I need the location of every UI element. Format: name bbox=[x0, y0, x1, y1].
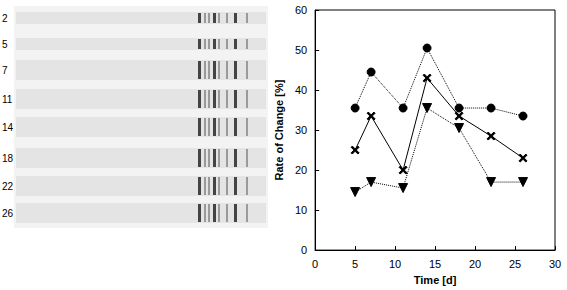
svg-text:Rate of Change [%]: Rate of Change [%] bbox=[273, 79, 285, 180]
svg-text:5: 5 bbox=[2, 39, 8, 50]
svg-text:20: 20 bbox=[469, 258, 481, 270]
svg-text:22: 22 bbox=[2, 181, 14, 192]
svg-text:14: 14 bbox=[2, 122, 14, 133]
svg-text:5: 5 bbox=[352, 258, 358, 270]
svg-text:50: 50 bbox=[295, 44, 307, 56]
svg-text:30: 30 bbox=[549, 258, 561, 270]
svg-text:20: 20 bbox=[295, 164, 307, 176]
svg-text:25: 25 bbox=[509, 258, 521, 270]
svg-text:11: 11 bbox=[2, 94, 13, 105]
svg-text:0: 0 bbox=[301, 244, 307, 256]
svg-text:10: 10 bbox=[389, 258, 401, 270]
svg-text:30: 30 bbox=[295, 124, 307, 136]
svg-text:60: 60 bbox=[295, 4, 307, 16]
svg-text:26: 26 bbox=[2, 208, 14, 219]
svg-text:2: 2 bbox=[2, 13, 8, 24]
svg-text:40: 40 bbox=[295, 84, 307, 96]
svg-text:Time [d]: Time [d] bbox=[414, 274, 457, 286]
svg-text:15: 15 bbox=[429, 258, 441, 270]
svg-text:7: 7 bbox=[2, 65, 8, 76]
svg-text:18: 18 bbox=[2, 153, 14, 164]
svg-text:0: 0 bbox=[312, 258, 318, 270]
svg-text:10: 10 bbox=[295, 204, 307, 216]
